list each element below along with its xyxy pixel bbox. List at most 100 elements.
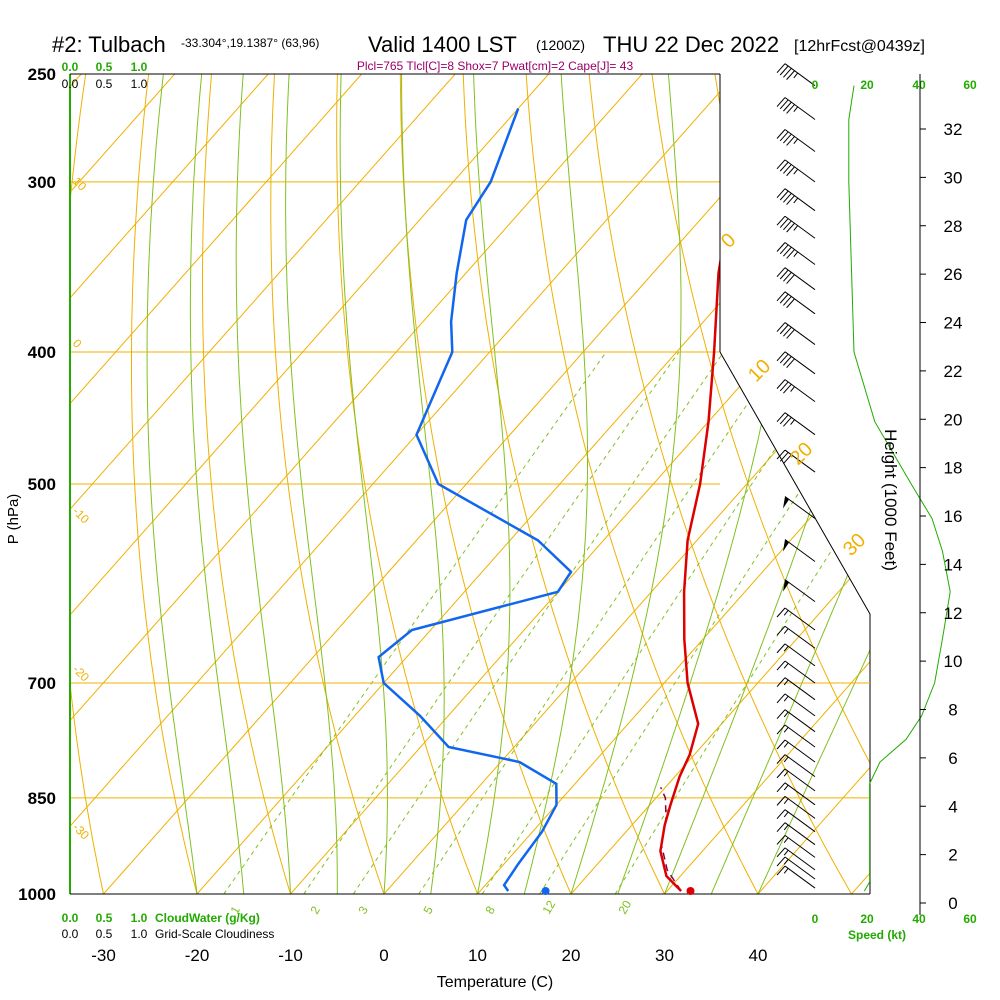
x-axis-label: Temperature (C) (437, 974, 553, 991)
mixing-ratio-label: 5 (420, 903, 436, 916)
barb-flag (776, 449, 786, 460)
dry-adiabat-line (904, 74, 1000, 894)
wind-barb (776, 215, 816, 239)
barb-flag (776, 865, 786, 876)
barb-staff (784, 63, 816, 87)
isotherm-label: 20 (786, 438, 817, 469)
isotherm-line (851, 74, 870, 894)
wind-barb (776, 709, 816, 733)
mixing-ratio-line (481, 351, 841, 894)
forecast-date: THU 22 Dec 2022 (603, 32, 779, 57)
zulu-time: (1200Z) (536, 37, 585, 53)
pressure-tick-label: 700 (28, 674, 56, 693)
barb-flag (776, 159, 786, 170)
barb-flag (779, 293, 789, 304)
isotherm-line (383, 74, 870, 894)
dry-adiabat-line (0, 74, 23, 894)
moist-adiabat-line (473, 74, 511, 894)
barb-staff (784, 847, 816, 871)
temperature-tick-label: 20 (562, 946, 581, 965)
barb-half-flag (783, 824, 789, 831)
barb-flag (776, 63, 786, 74)
pressure-tick-label: 250 (28, 65, 56, 84)
speed-tick-bottom: 40 (912, 912, 926, 926)
cloudiness-label: Grid-Scale Cloudiness (155, 927, 274, 941)
barb-flag (786, 104, 795, 114)
dry-adiabat-line (462, 74, 665, 894)
barb-flag (786, 298, 795, 309)
barb-staff (784, 449, 816, 473)
barb-flag (779, 414, 789, 425)
barb-flag (786, 70, 795, 80)
barb-flag (783, 101, 792, 112)
barb-flag (776, 379, 786, 389)
barb-flag (776, 835, 786, 845)
barb-staff (784, 291, 816, 315)
barb-flag (776, 822, 786, 833)
barb-half-flag (793, 138, 799, 145)
barb-staff (784, 129, 816, 152)
height-tick-label: 28 (944, 217, 963, 236)
barb-staff (784, 856, 816, 880)
moist-adiabat-line (339, 74, 388, 894)
barb-half-flag (783, 859, 789, 865)
dry-adiabat-line (967, 74, 1000, 894)
pressure-tick-label: 400 (28, 343, 56, 362)
barb-staff (784, 267, 816, 291)
wind-barb (776, 322, 816, 345)
barb-staff (784, 643, 816, 667)
barb-flag (779, 353, 789, 364)
isobars (70, 73, 871, 895)
wind-barb (776, 291, 816, 315)
barb-staff (784, 412, 816, 436)
barb-staff (784, 709, 816, 733)
isotherm-edge-label: -10 (70, 504, 92, 526)
dry-adiabat-line (714, 74, 870, 894)
barb-flag (776, 782, 786, 793)
wind-barb (776, 643, 816, 667)
speed-tick-top: 40 (912, 78, 926, 92)
barb-flag (783, 383, 792, 394)
barb-flag (776, 724, 786, 735)
height-tick-label: 4 (948, 797, 957, 816)
barb-flag (776, 660, 786, 671)
barb-pennant (783, 496, 789, 509)
cloud-water-tick-top: 0.0 (62, 60, 79, 74)
wind-barb (776, 754, 816, 778)
wind-barb (776, 449, 816, 473)
wind-barb (776, 847, 816, 871)
temperature-tick-label: -20 (185, 946, 210, 965)
dry-adiabat-line (336, 74, 478, 894)
speed-tick-top: 0 (812, 78, 819, 92)
dry-adiabat-line (202, 74, 291, 894)
wind-barb (776, 865, 816, 889)
barb-flag (776, 677, 786, 688)
barb-flag (783, 246, 792, 257)
barb-flag (786, 136, 795, 146)
dry-adiabat-line (525, 74, 759, 894)
barb-staff (784, 660, 816, 684)
stability-indices: Plcl=765 Tlcl[C]=8 Shox=7 Pwat[cm]=2 Cap… (357, 59, 634, 73)
barb-staff (784, 496, 816, 519)
height-axis-label: Height (1000 Feet) (881, 429, 900, 571)
barb-staff (784, 693, 816, 717)
cloudiness-tick-top: 0.5 (96, 77, 113, 91)
barb-half-flag (783, 837, 789, 844)
barb-flag (779, 381, 789, 392)
moist-adiabat-line (664, 74, 870, 894)
wind-barbs (776, 63, 816, 889)
height-tick-label: 22 (944, 362, 963, 381)
barb-half-flag (783, 628, 789, 634)
wind-barb (783, 496, 816, 519)
barb-half-flag (793, 168, 799, 175)
isotherm-edge-label: -30 (70, 820, 92, 842)
barb-flag (776, 267, 786, 278)
cloudiness-tick-bottom: 1.0 (131, 927, 148, 941)
cloudiness-tick-top: 0.0 (62, 77, 79, 91)
speed-tick-bottom: 20 (860, 912, 874, 926)
wind-barb (776, 625, 816, 649)
barb-flag (786, 195, 795, 205)
barb-half-flag (783, 695, 789, 702)
barb-staff (784, 625, 816, 649)
barb-flag (779, 190, 789, 201)
